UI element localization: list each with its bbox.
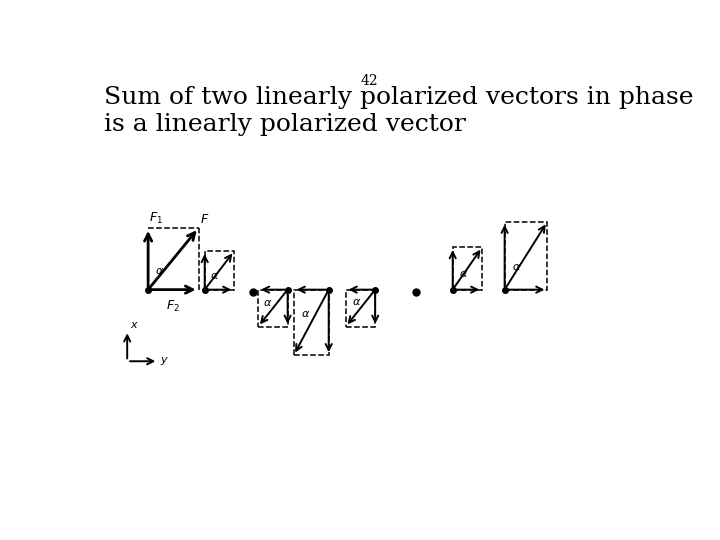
Text: $\alpha$: $\alpha$: [155, 266, 164, 276]
Bar: [294, 289, 329, 355]
Text: Sum of two linearly polarized vectors in phase
is a linearly polarized vector: Sum of two linearly polarized vectors in…: [104, 86, 693, 136]
Text: $\alpha$: $\alpha$: [513, 261, 521, 272]
Text: $F_2$: $F_2$: [166, 299, 180, 314]
Bar: [505, 222, 547, 289]
Text: $x$: $x$: [130, 320, 138, 330]
Bar: [258, 289, 287, 327]
Text: $y$: $y$: [160, 355, 168, 367]
Text: $\alpha$: $\alpha$: [352, 297, 361, 307]
Bar: [346, 289, 375, 327]
Bar: [204, 251, 234, 289]
Bar: [453, 247, 482, 289]
Text: $\alpha$: $\alpha$: [301, 309, 310, 319]
Text: $\alpha$: $\alpha$: [459, 269, 468, 279]
Text: $\alpha$: $\alpha$: [210, 271, 220, 281]
Text: $F_1$: $F_1$: [149, 211, 163, 226]
Text: $F$: $F$: [200, 213, 210, 226]
Text: $\alpha$: $\alpha$: [263, 299, 272, 308]
Text: 42: 42: [360, 74, 378, 88]
